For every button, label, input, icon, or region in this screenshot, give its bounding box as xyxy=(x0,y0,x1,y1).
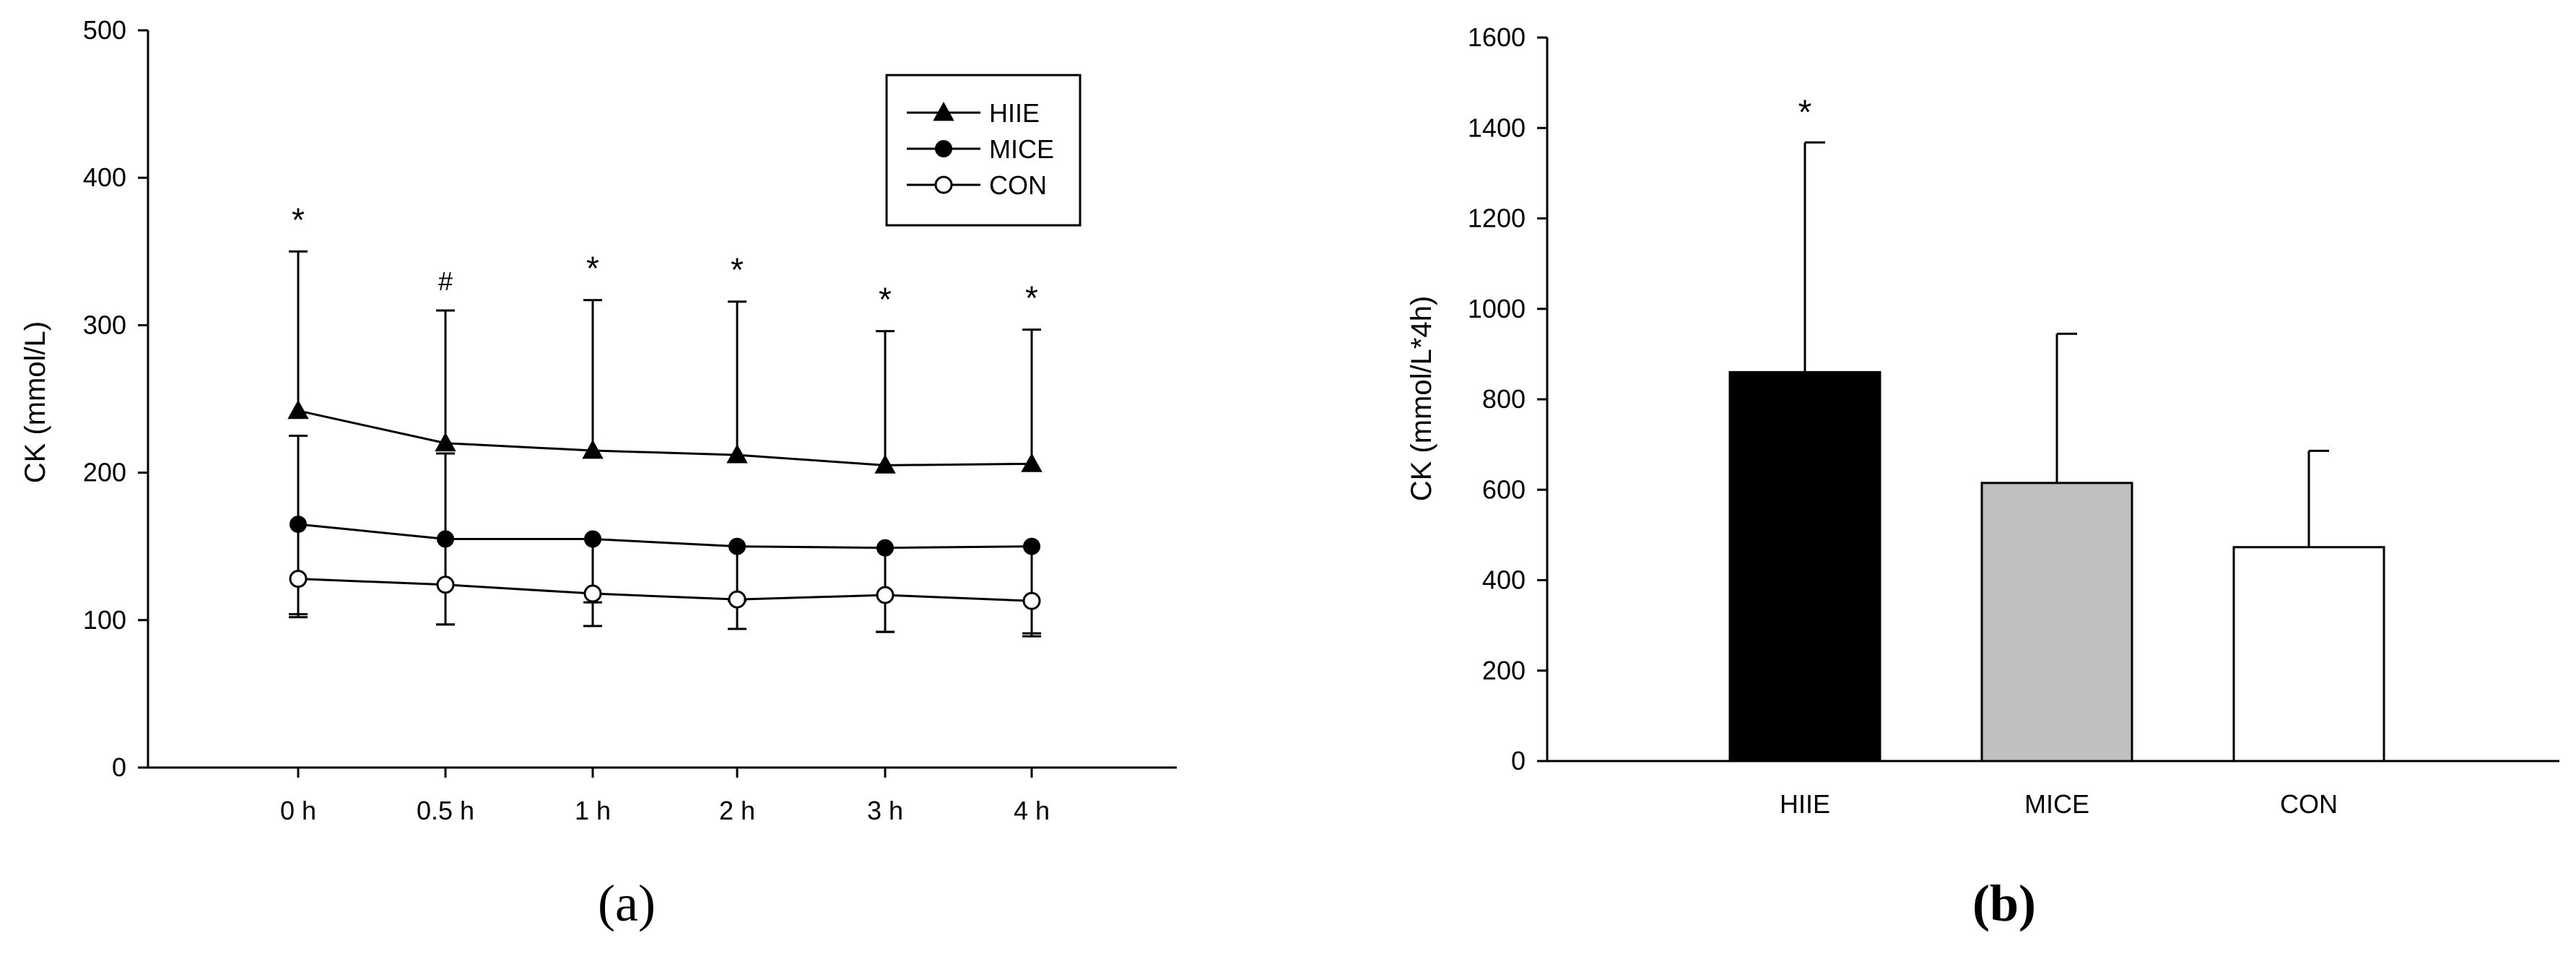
series-lines xyxy=(297,409,1032,602)
y-tick-label: 1600 xyxy=(1468,22,1526,52)
y-tick-label: 800 xyxy=(1482,384,1526,414)
data-point-con xyxy=(289,570,308,588)
y-tick-label: 0 xyxy=(1511,746,1526,775)
data-point-mice xyxy=(1023,537,1040,555)
y-tick-label: 100 xyxy=(83,605,126,635)
legend-box xyxy=(885,74,1082,227)
significance-mark: * xyxy=(586,250,599,287)
y-tick-label: 500 xyxy=(83,15,126,45)
data-point-mice xyxy=(437,530,454,548)
line-chart-panel: 0 100 200 300 400 500 0 h 0.5 h 1 h 2 h 3 h 4 h * #… xyxy=(19,15,1177,932)
significance-mark: # xyxy=(438,266,453,296)
y-tick-label: 1400 xyxy=(1468,113,1526,142)
data-point-hiie xyxy=(726,444,748,464)
series-line-hiie xyxy=(297,409,1032,466)
significance-mark: * xyxy=(1025,279,1038,317)
series-line-con xyxy=(297,578,1032,602)
y-axis-ticks: 0 100 200 300 400 500 xyxy=(83,15,148,782)
legend-label: CON xyxy=(989,170,1047,200)
legend-marker-mice xyxy=(935,140,952,157)
y-axis-title: CK (mmol/L) xyxy=(19,321,51,483)
legend-label: HIIE xyxy=(989,98,1040,128)
data-point-con xyxy=(876,586,895,604)
y-tick-label: 200 xyxy=(1482,656,1526,685)
y-tick-label: 400 xyxy=(1482,565,1526,595)
bar-con xyxy=(2232,546,2385,762)
data-point-mice xyxy=(290,516,307,534)
x-tick-label: CON xyxy=(2280,789,2338,819)
x-tick-label: 3 h xyxy=(867,796,903,825)
data-point-con xyxy=(728,590,747,609)
y-axis-title: CK (mmol/L*4h) xyxy=(1406,296,1437,502)
data-point-con xyxy=(583,584,602,603)
data-point-mice xyxy=(728,537,746,555)
x-tick-label: HIIE xyxy=(1780,789,1830,819)
data-point-hiie xyxy=(582,439,604,459)
data-point-mice xyxy=(584,530,601,548)
x-tick-label: 4 h xyxy=(1014,796,1050,825)
bar-chart-panel: 0 200 400 600 800 1000 1200 1400 1600 HIIE MICE CO… xyxy=(1406,22,2559,932)
significance-mark: * xyxy=(1798,93,1812,131)
data-point-mice xyxy=(876,539,894,557)
error-bars xyxy=(1803,141,2329,547)
x-axis-ticks: 0 h 0.5 h 1 h 2 h 3 h 4 h xyxy=(280,768,1050,825)
y-tick-label: 200 xyxy=(83,458,126,487)
panel-label-a: (a) xyxy=(598,874,656,932)
bars xyxy=(1728,370,2385,762)
y-tick-label: 600 xyxy=(1482,474,1526,504)
series-markers xyxy=(287,399,1043,610)
axes xyxy=(147,30,1177,769)
data-point-hiie xyxy=(287,399,309,420)
significance-annotations: * xyxy=(1798,93,1812,131)
series-line-mice xyxy=(297,523,1032,549)
y-tick-label: 1000 xyxy=(1468,294,1526,323)
data-point-hiie xyxy=(1021,453,1043,472)
panel-label-b: (b) xyxy=(1972,874,2036,932)
y-tick-label: 1200 xyxy=(1468,204,1526,233)
error-bars xyxy=(289,250,1041,638)
x-axis-ticks: HIIE MICE CON xyxy=(1780,789,2338,819)
legend-marker-con xyxy=(934,175,953,194)
bar-mice xyxy=(1980,482,2133,762)
y-tick-label: 0 xyxy=(112,752,126,782)
data-point-con xyxy=(436,575,455,594)
significance-annotations: * # * * * * xyxy=(292,201,1038,318)
x-tick-label: MICE xyxy=(2024,789,2089,819)
y-tick-label: 400 xyxy=(83,162,126,192)
x-tick-label: 0 h xyxy=(280,796,316,825)
data-point-hiie xyxy=(874,454,896,474)
bar-hiie xyxy=(1728,370,1881,762)
legend-label: MICE xyxy=(989,134,1054,164)
x-tick-label: 0.5 h xyxy=(417,796,474,825)
y-tick-label: 300 xyxy=(83,310,126,339)
data-point-con xyxy=(1022,591,1041,610)
x-tick-label: 1 h xyxy=(575,796,611,825)
significance-mark: * xyxy=(731,251,744,289)
legend: HIIE MICE CON xyxy=(885,74,1082,227)
significance-mark: * xyxy=(292,201,305,238)
y-axis-ticks: 0 200 400 600 800 1000 1200 1400 1600 xyxy=(1468,22,1547,775)
legend-marker-hiie xyxy=(933,101,954,121)
data-point-hiie xyxy=(435,432,456,452)
significance-mark: * xyxy=(879,281,892,318)
x-tick-label: 2 h xyxy=(719,796,755,825)
